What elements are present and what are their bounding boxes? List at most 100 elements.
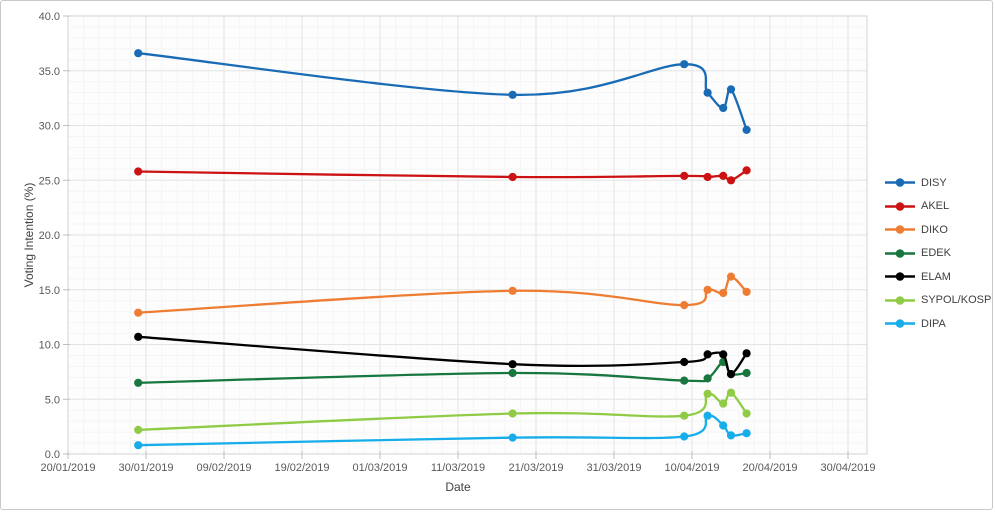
data-point-disy — [719, 103, 728, 113]
y-tick-label: 20.0 — [39, 230, 60, 242]
data-point-akel — [742, 166, 751, 175]
x-tick-label: 21/03/2019 — [508, 462, 563, 474]
data-point-elam — [742, 349, 751, 358]
data-point-diko — [680, 301, 689, 310]
legend-label: EDEK — [921, 247, 951, 259]
legend: DISY AKEL DIKO EDEK ELAM SYPOL/KOSP DIPA — [885, 177, 991, 342]
x-tick-label: 11/03/2019 — [431, 462, 485, 474]
y-tick-label: 5.0 — [45, 394, 60, 406]
data-point-edek — [134, 378, 143, 387]
data-point-dipa — [726, 431, 736, 440]
legend-label: SYPOL/KOSP — [921, 294, 992, 306]
x-tick-label: 30/04/2019 — [820, 462, 875, 474]
data-point-dipa — [742, 429, 751, 438]
legend-marker-icon — [885, 295, 915, 305]
legend-item-sypol-kosp: SYPOL/KOSP — [885, 294, 992, 306]
legend-item-diko: DIKO — [885, 223, 991, 236]
legend-marker-icon — [885, 319, 915, 328]
data-point-dipa — [680, 432, 689, 441]
data-point-dipa — [134, 441, 143, 450]
data-point-diko — [508, 286, 517, 295]
data-point-sypol-kosp — [508, 409, 517, 418]
data-point-disy — [680, 60, 689, 69]
data-point-elam — [134, 332, 143, 341]
y-axis-title: Voting Intention (%) — [22, 182, 36, 288]
legend-marker-icon — [885, 272, 915, 281]
x-tick-label: 30/01/2019 — [118, 462, 173, 474]
data-point-disy — [726, 85, 736, 94]
data-point-disy — [134, 49, 143, 58]
legend-item-edek: EDEK — [885, 247, 991, 259]
data-point-diko — [726, 272, 736, 281]
data-point-elam — [719, 350, 728, 359]
data-point-diko — [134, 308, 143, 317]
data-point-elam — [508, 360, 517, 369]
data-point-edek — [703, 374, 712, 383]
data-point-elam — [680, 357, 689, 367]
data-point-sypol-kosp — [742, 409, 751, 418]
legend-dot — [895, 201, 905, 211]
data-point-diko — [742, 287, 751, 296]
y-tick-label: 40.0 — [39, 11, 60, 23]
legend-dot — [895, 272, 905, 281]
x-tick-label: 31/03/2019 — [586, 462, 641, 474]
data-point-akel — [726, 176, 736, 185]
legend-marker-icon — [885, 225, 915, 234]
legend-dot — [895, 178, 905, 187]
x-tick-label: 09/02/2019 — [196, 462, 251, 474]
data-point-diko — [719, 288, 728, 298]
y-tick-label: 15.0 — [39, 285, 60, 297]
x-tick-label: 20/04/2019 — [742, 462, 797, 474]
legend-dot — [895, 248, 905, 258]
data-point-elam — [726, 370, 736, 379]
legend-dot — [895, 319, 905, 328]
data-point-dipa — [508, 433, 517, 442]
data-point-edek — [680, 376, 689, 385]
data-point-disy — [742, 125, 751, 134]
data-point-sypol-kosp — [703, 389, 712, 398]
y-tick-label: 30.0 — [39, 121, 60, 133]
data-point-sypol-kosp — [134, 425, 143, 434]
legend-label: AKEL — [921, 200, 950, 212]
x-tick-label: 01/03/2019 — [352, 462, 407, 474]
data-point-sypol-kosp — [726, 388, 736, 397]
legend-item-dipa: DIPA — [885, 317, 991, 330]
x-tick-label: 20/01/2019 — [40, 462, 95, 474]
legend-item-disy: DISY — [885, 176, 991, 189]
x-tick-label: 10/04/2019 — [664, 462, 719, 474]
data-point-disy — [508, 90, 517, 99]
data-point-dipa — [719, 421, 728, 430]
legend-label: DIKO — [921, 223, 948, 236]
legend-marker-icon — [885, 178, 915, 187]
legend-item-elam: ELAM — [885, 270, 991, 283]
legend-item-akel: AKEL — [885, 200, 991, 212]
legend-label: DIPA — [921, 317, 946, 330]
data-point-disy — [703, 88, 712, 97]
legend-label: ELAM — [921, 270, 951, 283]
data-point-akel — [703, 172, 712, 182]
data-point-akel — [508, 172, 517, 182]
data-point-akel — [680, 171, 689, 180]
data-point-edek — [508, 368, 517, 378]
legend-dot — [895, 225, 905, 234]
legend-marker-icon — [885, 201, 915, 211]
data-point-akel — [719, 171, 728, 180]
y-tick-label: 35.0 — [39, 66, 60, 78]
data-point-edek — [742, 368, 751, 378]
legend-label: DISY — [921, 176, 947, 189]
data-point-dipa — [703, 411, 712, 420]
data-point-elam — [703, 350, 712, 359]
legend-dot — [895, 295, 905, 305]
x-axis-title: Date — [445, 480, 471, 494]
x-tick-label: 19/02/2019 — [274, 462, 329, 474]
y-tick-label: 0.0 — [45, 449, 60, 461]
legend-marker-icon — [885, 248, 915, 258]
y-tick-label: 25.0 — [39, 175, 60, 187]
data-point-diko — [703, 285, 712, 294]
data-point-sypol-kosp — [719, 399, 728, 408]
data-point-akel — [134, 167, 143, 176]
data-point-sypol-kosp — [680, 411, 689, 420]
y-tick-label: 10.0 — [39, 340, 60, 352]
